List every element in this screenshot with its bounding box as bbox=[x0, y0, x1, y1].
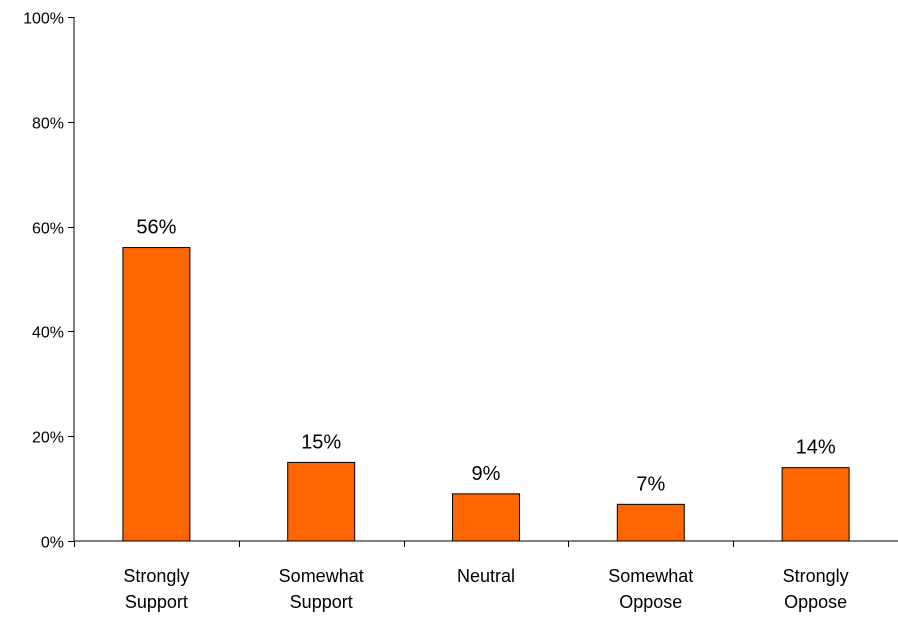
y-tick-label: 40% bbox=[32, 325, 64, 342]
bar bbox=[781, 467, 850, 542]
x-category-label: Strongly Support bbox=[123, 566, 189, 612]
x-category-label-line: Support bbox=[125, 592, 188, 612]
data-label: 15% bbox=[301, 431, 341, 453]
y-tick-label: 80% bbox=[32, 116, 64, 133]
y-tick-label: 100% bbox=[23, 11, 64, 28]
x-category-label-line: Oppose bbox=[619, 592, 682, 612]
x-category-label-line: Neutral bbox=[457, 566, 515, 586]
x-category-label-line: Support bbox=[290, 592, 353, 612]
bar bbox=[616, 503, 685, 542]
bar bbox=[122, 247, 191, 542]
bars bbox=[122, 247, 850, 542]
x-category-label-line: Strongly bbox=[123, 566, 189, 586]
data-label: 9% bbox=[472, 463, 501, 485]
x-category-label: Somewhat Support bbox=[279, 566, 364, 612]
data-label: 7% bbox=[636, 473, 665, 495]
x-category-label-line: Somewhat bbox=[608, 566, 693, 586]
y-tick-label: 0% bbox=[41, 535, 64, 552]
x-category-label: Somewhat Oppose bbox=[608, 566, 693, 612]
labels: 0% 20% 40% 60% 80% 100% 56% Strongly Support 15% S… bbox=[23, 11, 849, 613]
x-category-label: Strongly Oppose bbox=[783, 566, 849, 612]
bar bbox=[287, 461, 356, 542]
y-tick-label: 20% bbox=[32, 430, 64, 447]
x-category-label-line: Somewhat bbox=[279, 566, 364, 586]
x-category-label-line: Oppose bbox=[784, 592, 847, 612]
x-category-label-line: Strongly bbox=[783, 566, 849, 586]
bar bbox=[452, 493, 520, 542]
x-category-label: Neutral bbox=[457, 566, 515, 586]
data-label: 14% bbox=[796, 437, 836, 459]
data-label: 56% bbox=[136, 217, 176, 239]
y-tick-label: 60% bbox=[32, 221, 64, 238]
